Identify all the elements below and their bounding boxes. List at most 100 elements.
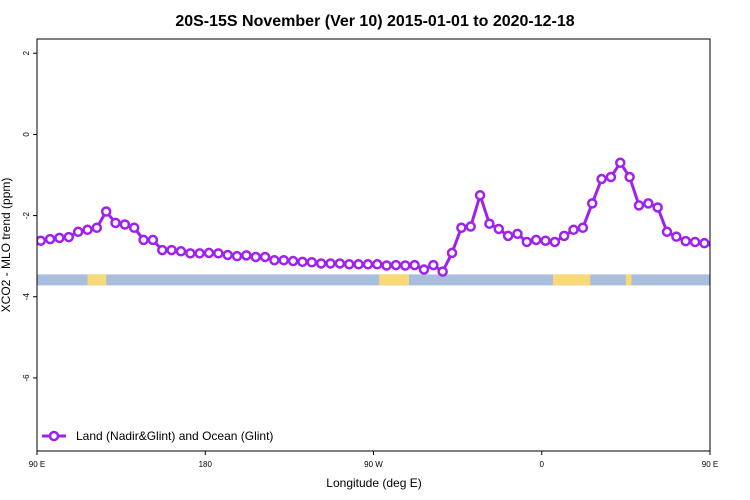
data-point <box>128 222 140 233</box>
land-segment <box>625 274 632 286</box>
data-point <box>203 247 215 259</box>
data-point <box>596 173 607 185</box>
data-point <box>306 257 318 268</box>
legend: Land (Nadir&Glint) and Ocean (Glint) <box>42 429 273 443</box>
data-point <box>699 237 710 249</box>
data-point <box>605 171 617 183</box>
data-point <box>100 206 112 217</box>
data-point <box>297 256 308 268</box>
legend-label: Land (Nadir&Glint) and Ocean (Glint) <box>76 429 273 443</box>
y-axis-label: XCO2 - MLO trend (ppm) <box>0 178 13 313</box>
data-point <box>540 235 551 246</box>
y-tick-label: -6 <box>22 374 31 382</box>
axes: 90 E 180 90 W 0 90 E 2 0 -2 -4 -6 <box>22 50 718 469</box>
data-point <box>194 248 205 259</box>
data-point <box>390 259 402 271</box>
data-point <box>287 255 299 267</box>
series-line <box>40 161 710 274</box>
data-point <box>437 266 448 277</box>
data-point <box>147 234 159 246</box>
data-point <box>708 240 710 248</box>
data-point <box>719 241 727 249</box>
data-point <box>213 248 224 259</box>
data-point <box>37 235 46 246</box>
data-point <box>512 228 523 240</box>
data-point <box>680 235 691 247</box>
plot-area <box>37 157 746 286</box>
data-point <box>689 236 701 248</box>
data-point <box>343 259 355 270</box>
data-point <box>643 198 654 209</box>
y-tick-label: -2 <box>22 211 31 219</box>
data-point <box>530 234 542 246</box>
data-point <box>371 259 383 270</box>
data-point <box>222 249 233 261</box>
data-point <box>728 242 736 250</box>
data-point <box>474 190 486 201</box>
legend-marker <box>48 430 60 442</box>
data-point <box>110 217 121 229</box>
data-point <box>157 244 168 256</box>
data-point <box>577 222 589 233</box>
data-point <box>250 251 261 263</box>
data-point <box>185 248 196 259</box>
data-point <box>138 234 149 246</box>
data-point <box>671 231 682 242</box>
data-point <box>63 231 75 243</box>
data-point <box>493 223 505 235</box>
data-point <box>175 246 187 257</box>
x-tick-label: 180 <box>199 460 213 469</box>
data-point <box>418 264 430 275</box>
data-point <box>91 222 103 233</box>
data-point <box>353 259 364 270</box>
land-segment <box>379 274 410 286</box>
data-point <box>119 219 131 230</box>
y-tick-label: -4 <box>22 293 31 301</box>
x-tick-label: 0 <box>540 460 545 469</box>
data-point <box>325 258 336 269</box>
data-point <box>484 218 495 229</box>
chart-title: 20S-15S November (Ver 10) 2015-01-01 to … <box>175 13 574 30</box>
data-point <box>456 222 467 233</box>
data-point <box>558 230 570 242</box>
y-tick-label: 2 <box>22 50 31 55</box>
data-point <box>661 226 673 238</box>
data-point <box>54 232 65 244</box>
x-tick-label: 90 E <box>29 460 45 469</box>
data-point <box>44 233 56 245</box>
data-point <box>624 171 635 183</box>
data-point <box>315 258 327 269</box>
data-point <box>446 247 458 259</box>
data-point <box>652 202 663 213</box>
data-point <box>72 226 84 238</box>
data-point <box>738 238 746 246</box>
data-point <box>521 236 533 248</box>
data-point <box>502 230 514 242</box>
data-point <box>549 236 561 248</box>
land-segment <box>87 274 107 286</box>
data-point <box>278 254 290 266</box>
data-point <box>409 259 420 271</box>
data-point <box>568 224 579 236</box>
data-point <box>465 221 476 232</box>
data-point <box>586 198 598 209</box>
ocean-band <box>37 274 710 286</box>
data-point <box>82 224 93 236</box>
plot-frame <box>36 38 711 452</box>
x-axis-label: Longitude (deg E) <box>326 476 421 490</box>
data-point <box>400 260 411 271</box>
data-point <box>231 250 243 262</box>
data-point <box>166 244 177 256</box>
data-point <box>381 260 392 271</box>
data-point <box>428 259 439 271</box>
data-point <box>241 250 252 261</box>
x-tick-label: 90 E <box>702 460 718 469</box>
data-point <box>362 259 374 270</box>
x-tick-label: 90 W <box>364 460 383 469</box>
data-point <box>259 251 271 263</box>
land-segment <box>552 274 591 286</box>
data-point <box>334 258 346 269</box>
y-tick-label: 0 <box>22 132 31 137</box>
data-point <box>615 157 626 169</box>
